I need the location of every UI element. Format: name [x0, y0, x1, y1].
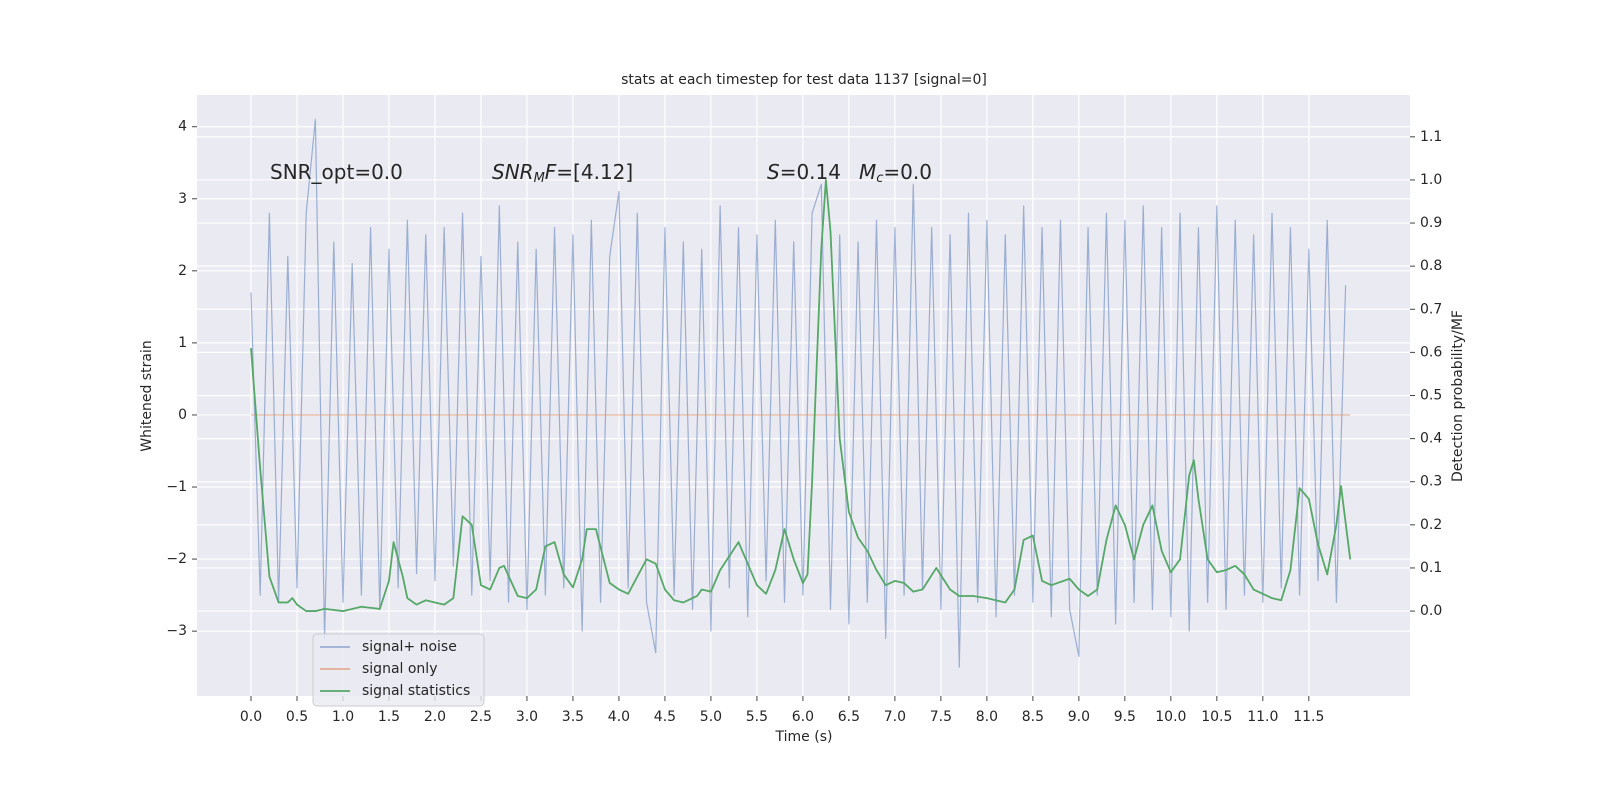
annotation: Mc=0.0 [859, 160, 932, 186]
x-tick-label: 2.0 [424, 709, 446, 725]
legend-label: signal+ noise [362, 639, 457, 655]
x-tick-label: 0.5 [286, 709, 308, 725]
y2-tick-label: 0.1 [1420, 560, 1442, 576]
x-tick-label: 7.0 [884, 709, 906, 725]
legend-label: signal only [362, 661, 437, 677]
annotation: SNR_opt=0.0 [270, 160, 403, 184]
y2-tick-label: 1.0 [1420, 172, 1442, 188]
y2-tick-label: 0.7 [1420, 301, 1442, 317]
y2-axis-label: Detection probability/MF [1450, 310, 1466, 482]
y-tick-label: 4 [178, 119, 187, 135]
x-tick-label: 6.0 [792, 709, 814, 725]
x-tick-label: 4.5 [654, 709, 676, 725]
annotation-part: c [876, 171, 883, 186]
y2-tick-label: 0.4 [1420, 431, 1442, 447]
x-tick-label: 11.5 [1293, 709, 1324, 725]
y-axis-label: Whitened strain [139, 340, 155, 451]
y2-tick-label: 0.8 [1420, 258, 1442, 274]
x-tick-label: 5.5 [746, 709, 768, 725]
y-tick-label: 2 [178, 263, 187, 279]
x-tick-label: 3.0 [516, 709, 538, 725]
x-axis-label: Time (s) [775, 729, 833, 745]
annotation-part: M [859, 160, 876, 184]
annotation-part: M [534, 171, 545, 186]
y2-tick-label: 0.9 [1420, 215, 1442, 231]
y2-tick-label: 0.6 [1420, 344, 1442, 360]
annotation-part: =[4.12] [556, 160, 633, 184]
legend [312, 633, 485, 707]
x-tick-label: 6.5 [838, 709, 860, 725]
series-line [250, 179, 1352, 612]
y-tick-label: −3 [166, 623, 187, 639]
x-tick-label: 10.0 [1155, 709, 1186, 725]
x-tick-label: 1.5 [378, 709, 400, 725]
x-tick-label: 8.5 [1022, 709, 1044, 725]
x-tick-label: 8.0 [976, 709, 998, 725]
x-tick-label: 10.5 [1201, 709, 1232, 725]
x-tick-label: 5.0 [700, 709, 722, 725]
series-line [250, 118, 1347, 668]
x-tick-label: 7.5 [930, 709, 952, 725]
x-tick-label: 1.0 [332, 709, 354, 725]
y2-tick-label: 0.0 [1420, 603, 1442, 619]
annotation-part: SNR [492, 160, 534, 184]
annotation-part: S [767, 160, 780, 184]
annotation: S=0.14 [767, 160, 841, 184]
legend-label: signal statistics [362, 683, 470, 699]
annotation-part: SNR_opt=0.0 [270, 160, 403, 184]
x-tick-label: 0.0 [240, 709, 262, 725]
annotation-part: =0.14 [780, 160, 841, 184]
y-tick-label: 0 [178, 407, 187, 423]
y2-tick-label: 0.3 [1420, 474, 1442, 490]
x-tick-label: 9.5 [1114, 709, 1136, 725]
y2-tick-label: 0.5 [1420, 388, 1442, 404]
y-tick-label: −2 [166, 551, 187, 567]
y2-tick-label: 1.1 [1420, 129, 1442, 145]
y-tick-label: 1 [178, 335, 187, 351]
x-tick-label: 4.0 [608, 709, 630, 725]
y2-tick-label: 0.2 [1420, 517, 1442, 533]
annotation-part: F [545, 160, 557, 184]
y-tick-label: 3 [178, 191, 187, 207]
x-tick-label: 9.0 [1068, 709, 1090, 725]
chart-title: stats at each timestep for test data 113… [621, 72, 987, 88]
annotation-part: =0.0 [883, 160, 932, 184]
annotation: SNRMF=[4.12] [492, 160, 633, 186]
x-tick-label: 3.5 [562, 709, 584, 725]
x-tick-label: 2.5 [470, 709, 492, 725]
y-tick-label: −1 [166, 479, 187, 495]
x-tick-label: 11.0 [1247, 709, 1278, 725]
